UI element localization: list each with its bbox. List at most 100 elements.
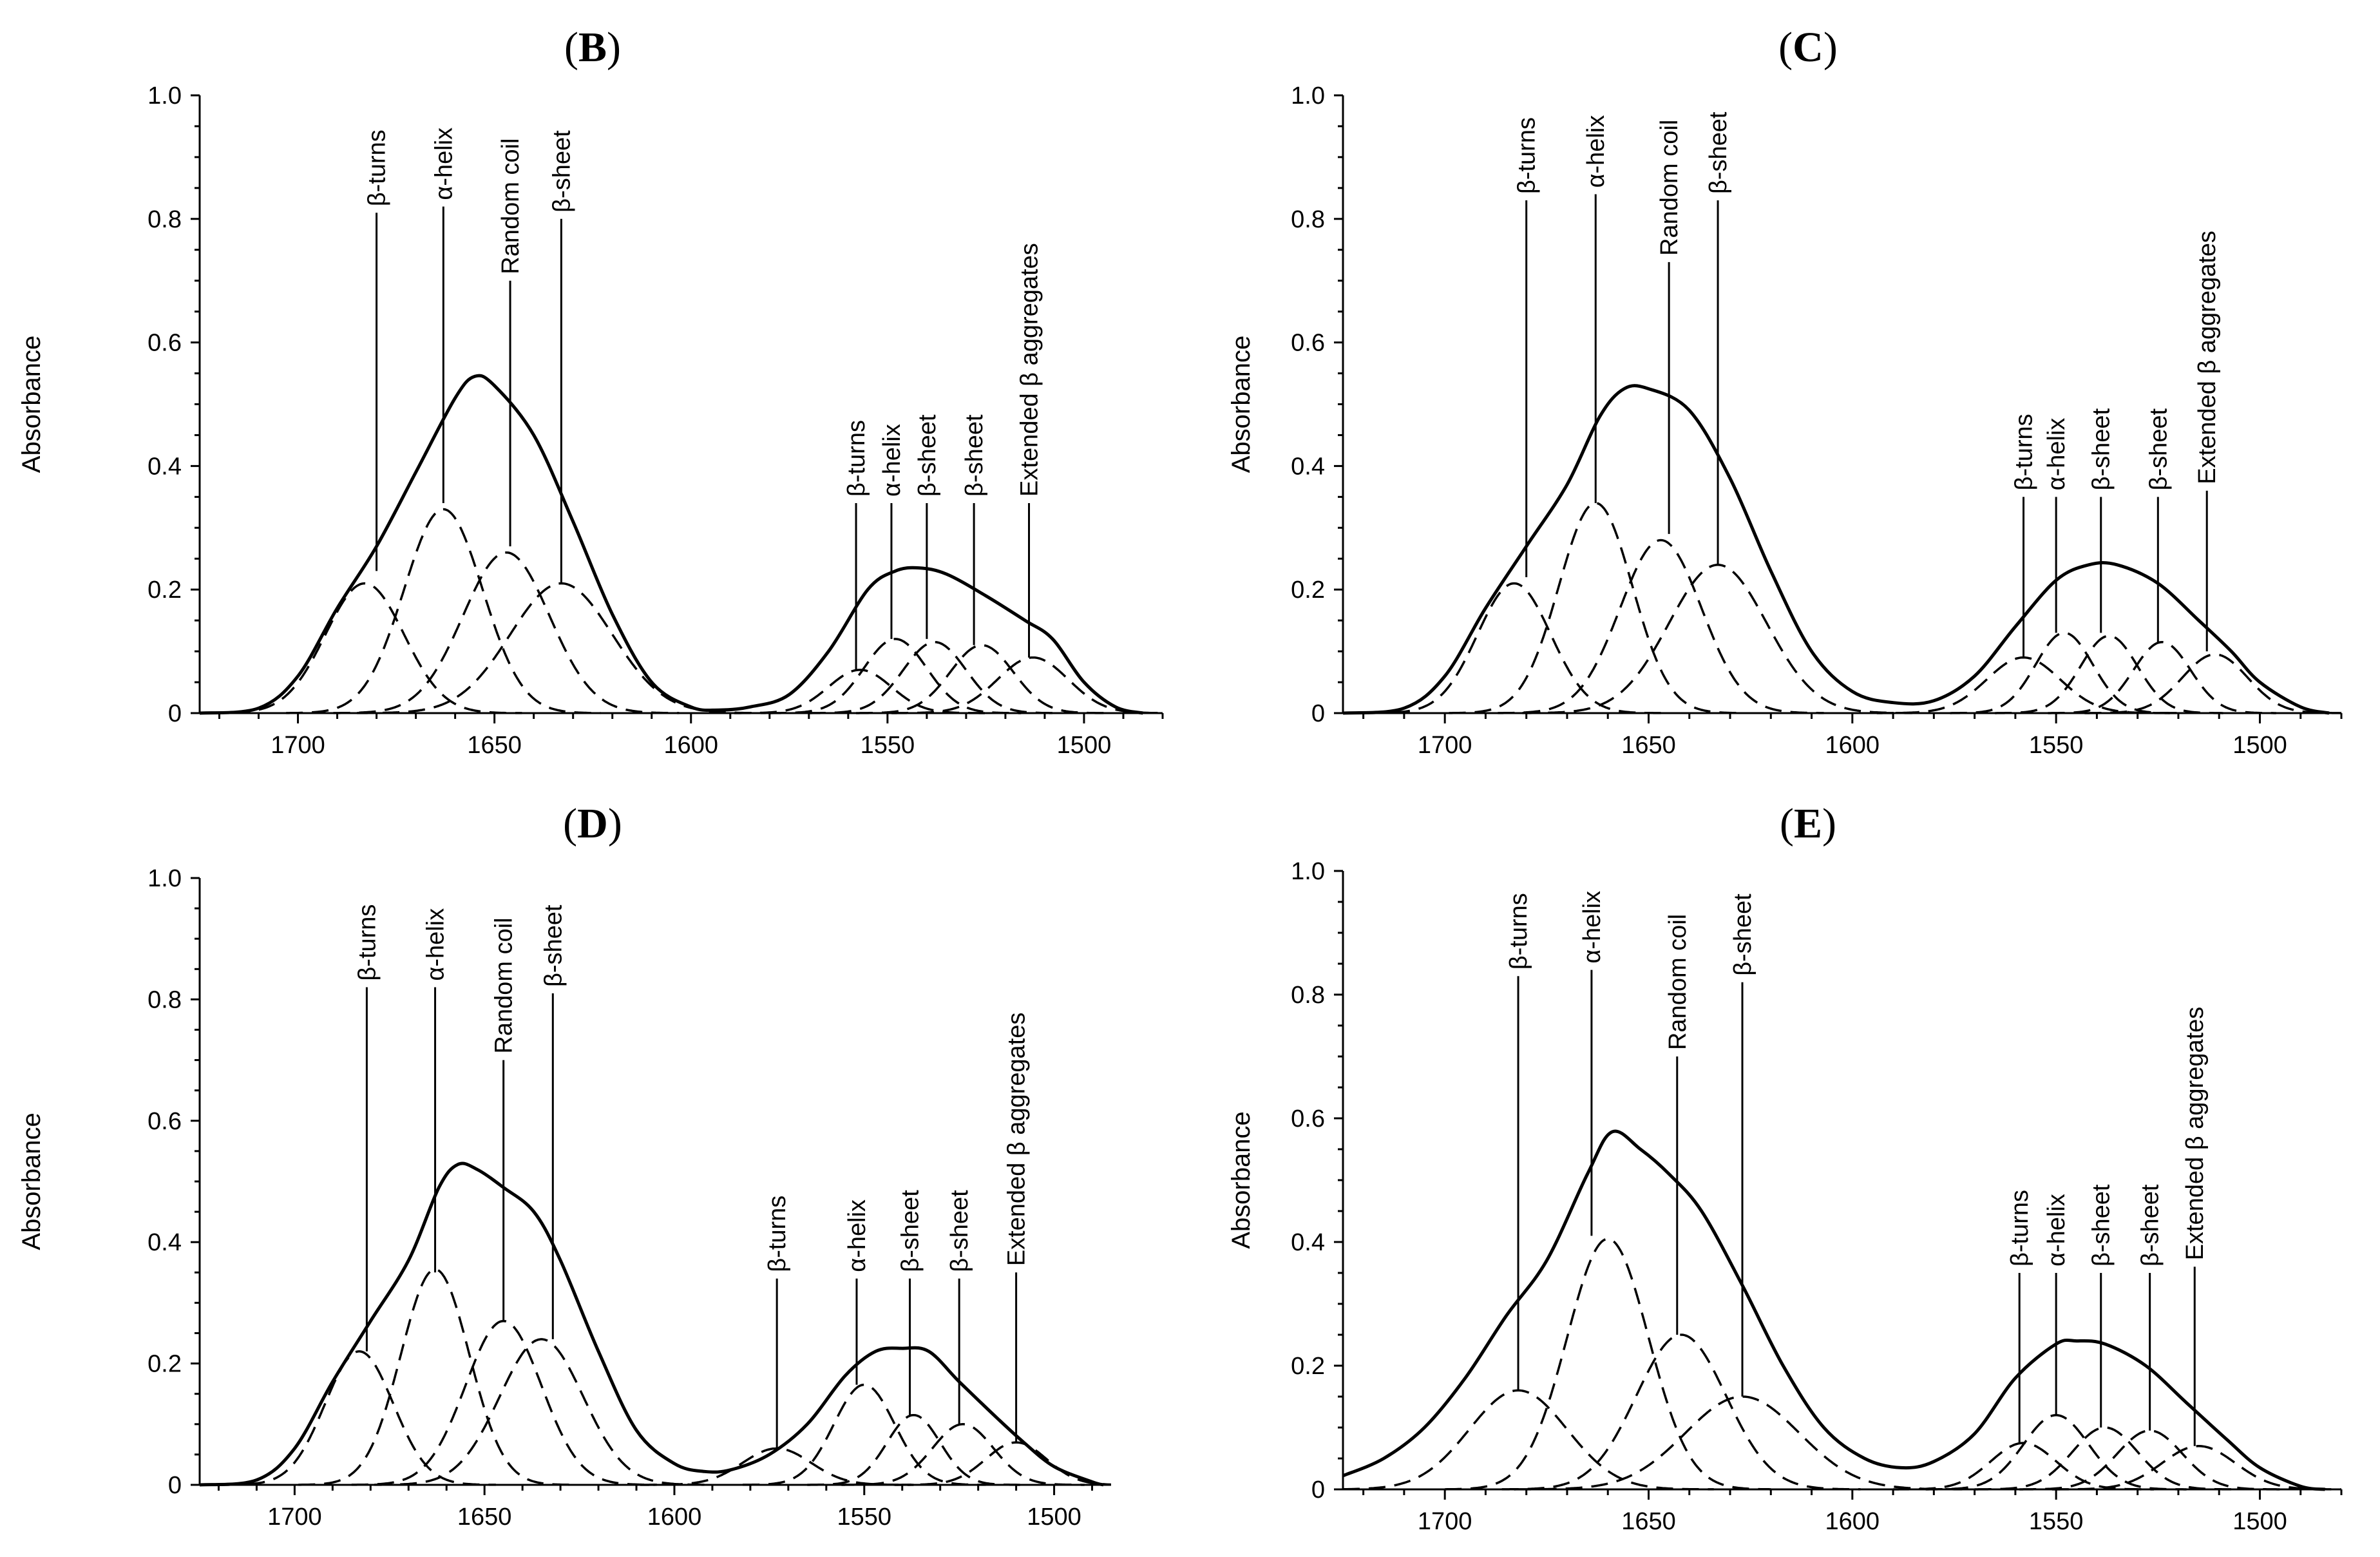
x-tick-label: 1500 xyxy=(1027,1504,1081,1531)
y-tick-label: 0.2 xyxy=(1291,1353,1325,1380)
x-tick-label: 1550 xyxy=(2029,732,2084,759)
y-tick-label: 0 xyxy=(168,700,182,727)
component-band-8 xyxy=(841,1423,1085,1486)
annotation-label: Extended β aggregates xyxy=(2182,1007,2209,1261)
annotation-label: β-sheet xyxy=(961,414,988,497)
x-tick-label: 1550 xyxy=(2029,1508,2084,1535)
y-tick-label: 0.8 xyxy=(1291,206,1325,233)
title-open-paren: ( xyxy=(564,24,578,71)
annotation-label: β-turns xyxy=(2011,414,2038,490)
y-tick-label: 1.0 xyxy=(148,865,182,892)
component-band-1 xyxy=(222,1350,496,1486)
y-axis-label: Absorbance xyxy=(1227,336,1255,473)
component-band-5 xyxy=(1876,656,2171,714)
component-band-4 xyxy=(1514,1395,1971,1491)
component-band-8 xyxy=(2048,640,2276,714)
y-tick-label: 0.2 xyxy=(148,577,182,604)
panel-d: (D) Absorbance 0 0.2 0.4 0.6 0.8 1.0 1700 1650 160… xyxy=(17,800,1112,1531)
title-close-paren: ) xyxy=(607,24,621,71)
annotation-label: Extended β aggregates xyxy=(1004,1013,1031,1266)
annotation-label: β-sheet xyxy=(1705,111,1732,194)
annotation-label: α-helix xyxy=(1579,891,1606,964)
y-tick-label: 0.6 xyxy=(148,1108,182,1135)
y-axis-label: Absorbance xyxy=(17,336,46,473)
title-open-paren: ( xyxy=(1778,24,1793,71)
title-letter: D xyxy=(577,800,608,847)
component-band-6 xyxy=(769,638,1022,714)
annotation-label: α-helix xyxy=(2043,1194,2070,1266)
annotation-label: Random coil xyxy=(497,138,524,274)
y-tick-label: 0.8 xyxy=(1291,982,1325,1009)
x-tick-label: 1700 xyxy=(267,1504,322,1531)
x-tick-label: 1650 xyxy=(467,732,522,759)
annotation-label: β-sheet xyxy=(897,1190,924,1272)
annotation-label: β-sheet xyxy=(946,1190,973,1272)
component-band-7 xyxy=(807,1413,1020,1486)
component-band-9 xyxy=(891,656,1163,714)
y-tick-label: 0.2 xyxy=(1291,577,1325,604)
title-close-paren: ) xyxy=(1822,800,1836,847)
y-tick-label: 0.4 xyxy=(1291,453,1325,480)
x-tick-label: 1700 xyxy=(1418,732,1472,759)
panel-title: (B) xyxy=(564,24,621,71)
x-tick-label: 1500 xyxy=(2232,1508,2287,1535)
annotation-label: β-turns xyxy=(2006,1190,2033,1266)
component-band-8 xyxy=(856,644,1108,714)
component-band-7 xyxy=(808,640,1061,714)
x-tick-label: 1650 xyxy=(1621,732,1676,759)
panel-title: (C) xyxy=(1778,24,1838,71)
title-close-paren: ) xyxy=(608,800,622,847)
y-tick-label: 0 xyxy=(1311,700,1325,727)
component-band-3 xyxy=(333,551,680,714)
panel-c: (C) Absorbance 0 0.2 0.4 0.6 0.8 1.0 1700 1650 160… xyxy=(1227,24,2343,759)
annotation-label: β-turns xyxy=(354,904,381,981)
y-tick-label: 0.4 xyxy=(148,1229,182,1256)
annotation-label: β-sheet xyxy=(2088,1184,2115,1266)
annotation-label: Extended β aggregates xyxy=(2194,231,2221,484)
annotation-label: Random coil xyxy=(1664,914,1691,1050)
x-tick-label: 1550 xyxy=(861,732,915,759)
x-tick-label: 1500 xyxy=(1057,732,1112,759)
annotation-label: β-turns xyxy=(764,1196,791,1272)
component-band-7 xyxy=(1974,1426,2236,1491)
annotation-label: β-turns xyxy=(1514,117,1541,194)
component-band-1 xyxy=(207,582,522,714)
component-band-3 xyxy=(1498,539,1824,714)
title-close-paren: ) xyxy=(1823,24,1838,71)
x-tick-label: 1700 xyxy=(1418,1508,1472,1535)
x-tick-label: 1600 xyxy=(663,732,718,759)
title-open-paren: ( xyxy=(1780,800,1794,847)
component-band-2 xyxy=(1445,1237,1771,1491)
component-band-1 xyxy=(1367,582,1661,714)
annotation-label: α-helix xyxy=(430,128,457,200)
annotation-label: α-helix xyxy=(844,1199,871,1272)
y-tick-label: 0.4 xyxy=(1291,1229,1325,1256)
annotation-label: β-sheet xyxy=(540,904,567,987)
annotation-label: β-sheet xyxy=(914,414,941,497)
y-tick-label: 0.6 xyxy=(148,330,182,357)
y-tick-label: 1.0 xyxy=(1291,82,1325,110)
annotation-label: β-sheet xyxy=(1729,893,1756,976)
annotation-label: β-sheet xyxy=(2137,1184,2164,1266)
envelope-curve xyxy=(199,374,1144,715)
panel-title: (E) xyxy=(1780,800,1836,847)
component-band-6 xyxy=(743,1383,986,1486)
y-tick-label: 0.2 xyxy=(148,1351,182,1378)
annotation-label: Extended β aggregates xyxy=(1016,243,1043,497)
component-band-2 xyxy=(286,508,601,714)
y-axis-label: Absorbance xyxy=(17,1113,46,1250)
y-tick-label: 0.8 xyxy=(148,986,182,1013)
x-tick-label: 1650 xyxy=(457,1504,512,1531)
annotation-label: α-helix xyxy=(2043,418,2070,491)
panel-b: (B) Absorbance 0 0.2 0.4 0.6 0.8 1.0 1700 1650 160… xyxy=(17,24,1164,759)
title-letter: E xyxy=(1794,800,1822,847)
y-axis-label: Absorbance xyxy=(1227,1111,1255,1248)
y-tick-label: 1.0 xyxy=(148,82,182,110)
panels-layer: (B) Absorbance 0 0.2 0.4 0.6 0.8 1.0 1700 1650 160… xyxy=(17,24,2343,1535)
y-tick-label: 0.6 xyxy=(1291,1105,1325,1132)
y-tick-label: 0.6 xyxy=(1291,330,1325,357)
annotation-label: β-turns xyxy=(843,420,870,497)
annotation-label: Random coil xyxy=(491,917,518,1053)
